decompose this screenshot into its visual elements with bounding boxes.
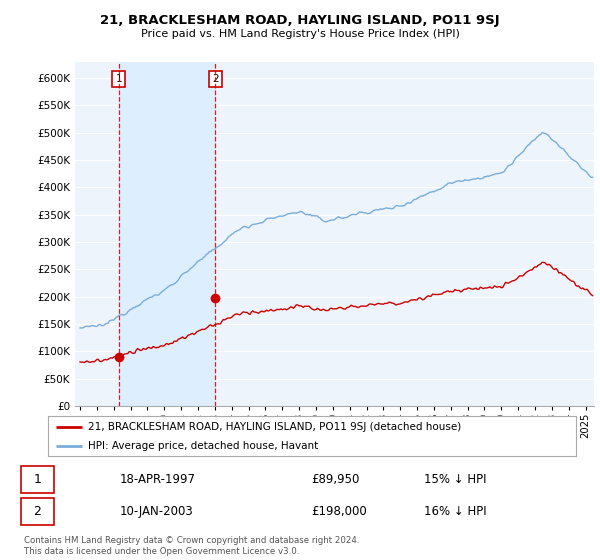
Text: 21, BRACKLESHAM ROAD, HAYLING ISLAND, PO11 9SJ: 21, BRACKLESHAM ROAD, HAYLING ISLAND, PO… xyxy=(100,14,500,27)
Text: HPI: Average price, detached house, Havant: HPI: Average price, detached house, Hava… xyxy=(88,441,318,450)
Text: Contains HM Land Registry data © Crown copyright and database right 2024.
This d: Contains HM Land Registry data © Crown c… xyxy=(24,536,359,556)
Text: 2: 2 xyxy=(212,74,218,84)
Text: 1: 1 xyxy=(33,473,41,486)
Text: 18-APR-1997: 18-APR-1997 xyxy=(119,473,196,486)
Text: 10-JAN-2003: 10-JAN-2003 xyxy=(119,505,193,519)
Text: Price paid vs. HM Land Registry's House Price Index (HPI): Price paid vs. HM Land Registry's House … xyxy=(140,29,460,39)
Bar xyxy=(119,62,215,406)
Text: 1: 1 xyxy=(115,74,122,84)
FancyBboxPatch shape xyxy=(21,466,53,493)
Text: 16% ↓ HPI: 16% ↓ HPI xyxy=(424,505,487,519)
Text: £198,000: £198,000 xyxy=(311,505,367,519)
Text: 15% ↓ HPI: 15% ↓ HPI xyxy=(424,473,487,486)
Text: 21, BRACKLESHAM ROAD, HAYLING ISLAND, PO11 9SJ (detached house): 21, BRACKLESHAM ROAD, HAYLING ISLAND, PO… xyxy=(88,422,461,432)
Text: 2: 2 xyxy=(33,505,41,519)
FancyBboxPatch shape xyxy=(21,498,53,525)
Text: £89,950: £89,950 xyxy=(311,473,359,486)
